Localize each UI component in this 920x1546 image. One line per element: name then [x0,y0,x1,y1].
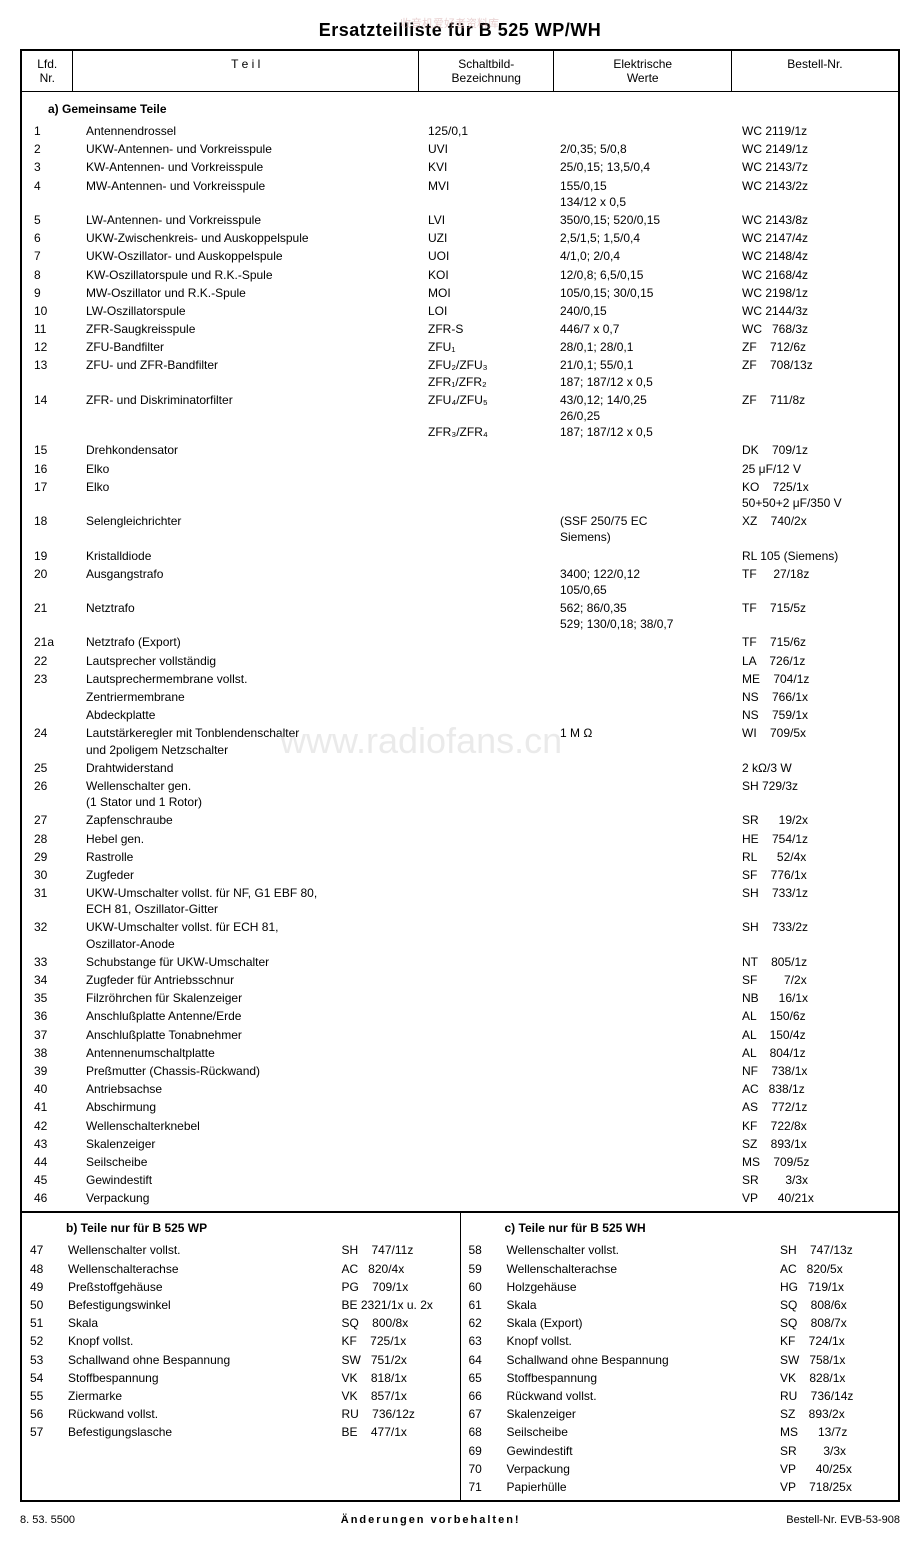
table-row: 16 Elko 25 μF/12 V [28,460,892,478]
table-row: 46 Verpackung VP 40/21x [28,1189,892,1207]
table-row: 36 Anschlußplatte Antenne/Erde AL 150/6z [28,1007,892,1025]
table-row: 32 UKW-Umschalter vollst. für ECH 81, Os… [28,918,892,952]
parts-table: Lfd. Nr. T e i l Schaltbild- Bezeichnung… [20,49,900,1502]
table-row: 67 Skalenzeiger SZ 893/2x [465,1405,895,1423]
table-row: 27 Zapfenschraube SR 19/2x [28,811,892,829]
table-row: 15 Drehkondensator DK 709/1z [28,441,892,459]
table-row: 10 LW-Oszillatorspule LOI 240/0,15 WC 21… [28,302,892,320]
table-row: 21a Netztrafo (Export) TF 715/6z [28,633,892,651]
table-row: 61 Skala SQ 808/6x [465,1296,895,1314]
header-teil: T e i l [73,50,419,92]
table-row: 38 Antennenumschaltplatte AL 804/1z [28,1044,892,1062]
table-row: 23 Lautsprechermembrane vollst. ME 704/1… [28,670,892,688]
table-row: 49 Preßstoffgehäuse PG 709/1x [26,1278,456,1296]
table-row: 28 Hebel gen. HE 754/1z [28,830,892,848]
table-row: 29 Rastrolle RL 52/4x [28,848,892,866]
table-row: 37 Anschlußplatte Tonabnehmer AL 150/4z [28,1026,892,1044]
table-row: 34 Zugfeder für Antriebsschnur SF 7/2x [28,971,892,989]
table-row: 19 Kristalldiode RL 105 (Siemens) [28,547,892,565]
table-row: 26 Wellenschalter gen. (1 Stator und 1 R… [28,777,892,811]
table-row: 2 UKW-Antennen- und Vorkreisspule UVI 2/… [28,140,892,158]
header-nr: Lfd. Nr. [21,50,73,92]
section-b-header: b) Teile nur für B 525 WP [26,1217,456,1241]
table-row: 35 Filzröhrchen für Skalenzeiger NB 16/1… [28,989,892,1007]
table-row: 60 Holzgehäuse HG 719/1x [465,1278,895,1296]
table-row: 66 Rückwand vollst. RU 736/14z [465,1387,895,1405]
table-row: 6 UKW-Zwischenkreis- und Auskoppelspule … [28,229,892,247]
watermark-top: 收音机爱好者资料库 [400,15,499,31]
table-row: 11 ZFR-Saugkreisspule ZFR-S 446/7 x 0,7 … [28,320,892,338]
table-row: 39 Preßmutter (Chassis-Rückwand) NF 738/… [28,1062,892,1080]
table-row: 12 ZFU-Bandfilter ZFU₁ 28/0,1; 28/0,1 ZF… [28,338,892,356]
table-row: 70 Verpackung VP 40/25x [465,1460,895,1478]
table-row: 4 MW-Antennen- und Vorkreisspule MVI 155… [28,177,892,211]
table-row: 33 Schubstange für UKW-Umschalter NT 805… [28,953,892,971]
table-row: 41 Abschirmung AS 772/1z [28,1098,892,1116]
section-b-rows: 47 Wellenschalter vollst. SH 747/11z 48 … [26,1241,456,1441]
header-schalt: Schaltbild- Bezeichnung [419,50,554,92]
page-footer: 8. 53. 5500 Änderungen vorbehalten! Best… [20,1514,900,1526]
table-row: 57 Befestigungslasche BE 477/1x [26,1423,456,1441]
table-row: 53 Schallwand ohne Bespannung SW 751/2x [26,1351,456,1369]
table-row: 48 Wellenschalterachse AC 820/4x [26,1260,456,1278]
table-row: 22 Lautsprecher vollständig LA 726/1z [28,652,892,670]
table-row: 56 Rückwand vollst. RU 736/12z [26,1405,456,1423]
table-row: 62 Skala (Export) SQ 808/7x [465,1314,895,1332]
table-row: 50 Befestigungswinkel BE 2321/1x u. 2x [26,1296,456,1314]
table-row: 51 Skala SQ 800/8x [26,1314,456,1332]
table-row: 20 Ausgangstrafo 3400; 122/0,12 105/0,65… [28,565,892,599]
table-row: 58 Wellenschalter vollst. SH 747/13z [465,1241,895,1259]
table-row: 63 Knopf vollst. KF 724/1x [465,1332,895,1350]
section-c-rows: 58 Wellenschalter vollst. SH 747/13z 59 … [465,1241,895,1496]
table-row: 31 UKW-Umschalter vollst. für NF, G1 EBF… [28,884,892,918]
table-row: 8 KW-Oszillatorspule und R.K.-Spule KOI … [28,266,892,284]
table-row: 43 Skalenzeiger SZ 893/1x [28,1135,892,1153]
footer-left: 8. 53. 5500 [20,1514,75,1526]
section-a-header: a) Gemeinsame Teile [28,96,892,122]
table-row: 45 Gewindestift SR 3/3x [28,1171,892,1189]
table-row: 59 Wellenschalterachse AC 820/5x [465,1260,895,1278]
table-row: 55 Ziermarke VK 857/1x [26,1387,456,1405]
footer-center: Änderungen vorbehalten! [341,1514,521,1526]
table-row: 40 Antriebsachse AC 838/1z [28,1080,892,1098]
table-row: 3 KW-Antennen- und Vorkreisspule KVI 25/… [28,158,892,176]
table-row: Zentriermembrane NS 766/1x [28,688,892,706]
table-row: 1 Antennendrossel 125/0,1 WC 2119/1z [28,122,892,140]
table-row: 64 Schallwand ohne Bespannung SW 758/1x [465,1351,895,1369]
table-row: 9 MW-Oszillator und R.K.-Spule MOI 105/0… [28,284,892,302]
table-row: 69 Gewindestift SR 3/3x [465,1442,895,1460]
table-row: 25 Drahtwiderstand 2 kΩ/3 W [28,759,892,777]
table-row: 21 Netztrafo 562; 86/0,35 529; 130/0,18;… [28,599,892,633]
table-row: 54 Stoffbespannung VK 818/1x [26,1369,456,1387]
table-row: 71 Papierhülle VP 718/25x [465,1478,895,1496]
table-row: 52 Knopf vollst. KF 725/1x [26,1332,456,1350]
header-elekt: Elektrische Werte [554,50,731,92]
footer-right: Bestell-Nr. EVB-53-908 [786,1514,900,1526]
section-c-header: c) Teile nur für B 525 WH [465,1217,895,1241]
section-a-rows: 1 Antennendrossel 125/0,1 WC 2119/1z 2 U… [28,122,892,1207]
table-row: 17 Elko KO 725/1x 50+50+2 μF/350 V [28,478,892,512]
table-row: 65 Stoffbespannung VK 828/1x [465,1369,895,1387]
table-row: 44 Seilscheibe MS 709/5z [28,1153,892,1171]
table-row: 68 Seilscheibe MS 13/7z [465,1423,895,1441]
table-row: 14 ZFR- und Diskriminatorfilter ZFU₄/ZFU… [28,391,892,442]
table-row: 24 Lautstärkeregler mit Tonblendenschalt… [28,724,892,758]
table-row: 13 ZFU- und ZFR-Bandfilter ZFU₂/ZFU₃ ZFR… [28,356,892,390]
table-row: 30 Zugfeder SF 776/1x [28,866,892,884]
table-row: 47 Wellenschalter vollst. SH 747/11z [26,1241,456,1259]
table-row: 42 Wellenschalterknebel KF 722/8x [28,1117,892,1135]
table-row: 18 Selengleichrichter (SSF 250/75 EC Sie… [28,512,892,546]
table-row: 7 UKW-Oszillator- und Auskoppelspule UOI… [28,247,892,265]
table-row: Abdeckplatte NS 759/1x [28,706,892,724]
header-bestell: Bestell-Nr. [731,50,899,92]
table-row: 5 LW-Antennen- und Vorkreisspule LVI 350… [28,211,892,229]
